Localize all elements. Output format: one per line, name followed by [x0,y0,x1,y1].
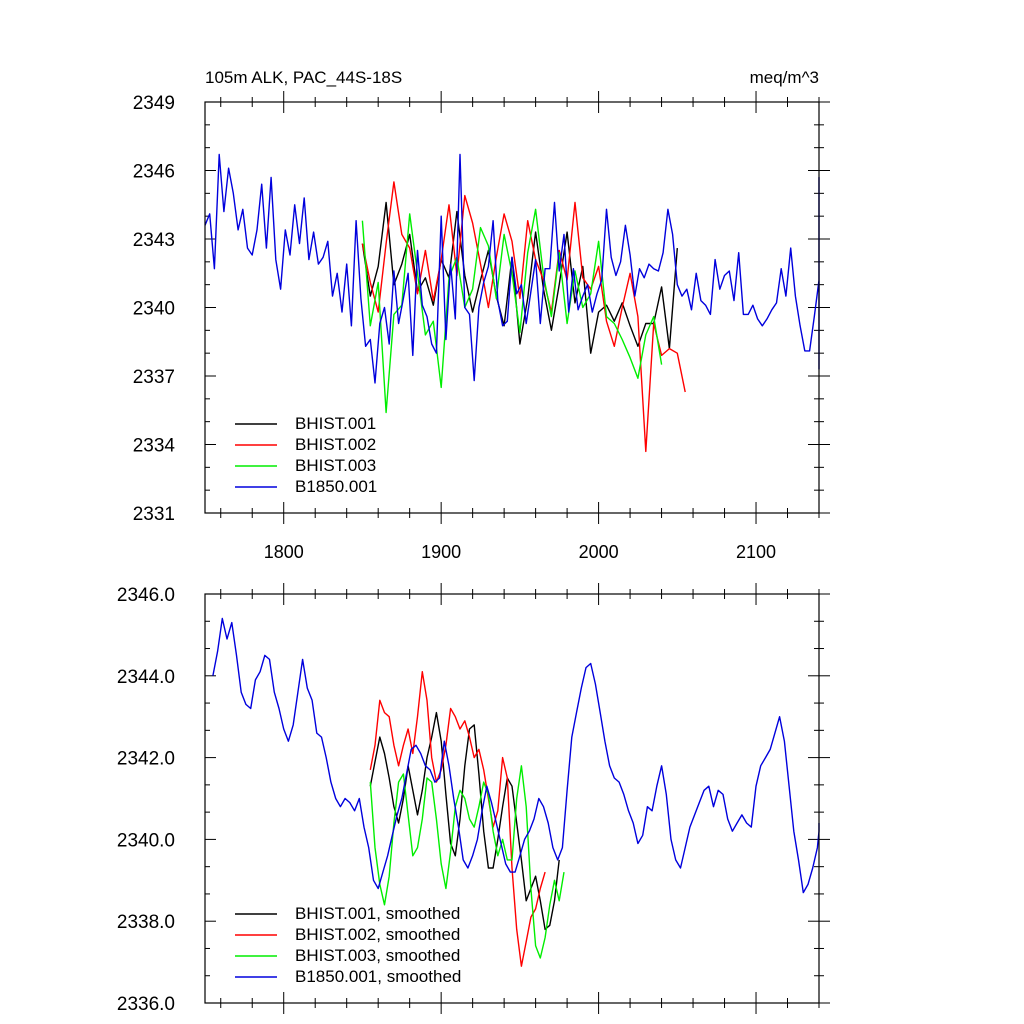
series-group-bottom [212,617,820,967]
x-tick-label: 1900 [421,542,461,562]
legend-label: BHIST.001, smoothed [295,904,460,923]
x-tick-label: 2100 [736,542,776,562]
legend-label: BHIST.001 [295,414,376,433]
panel-bottom: 2336.0 2338.0 2340.0 2342.0 2344.0 2346.0 BHI… [117,583,830,1015]
series-line-bhist-002-smoothed [369,671,546,967]
legend-label: B1850.001 [295,477,377,496]
x-tick-label: 1800 [264,542,304,562]
y-tick-label: 2346 [133,162,175,183]
series-line-b1850-001-smoothed [212,617,820,894]
series-line-bhist-001-smoothed [369,711,560,931]
y-tick-label: 2343 [133,230,175,251]
plot-frame-bottom [204,593,820,1004]
y-tick-label: 2340 [133,299,175,320]
y-tick-label: 2331 [133,504,175,525]
y-tick-label: 2336.0 [117,994,175,1015]
y-tick-label: 2334 [133,436,176,457]
panel-top: 105m ALK, PAC_44S-18S meq/m^3 1800 1900 20… [133,68,830,562]
y-tick-label: 2349 [133,93,175,114]
legend-top: BHIST.001 BHIST.002 BHIST.003 B1850.001 [235,414,377,496]
legend-bottom: BHIST.001, smoothed BHIST.002, smoothed BH… [235,904,461,986]
y-tick-label: 2346.0 [117,585,175,606]
legend-label: BHIST.003, smoothed [295,946,460,965]
legend-label: BHIST.003 [295,456,376,475]
legend-label: B1850.001, smoothed [295,967,461,986]
series-line-bhist-003 [361,208,663,414]
axes-bottom: 2336.0 2338.0 2340.0 2342.0 2344.0 2346.0 [117,583,830,1015]
y-tick-label: 2338.0 [117,912,175,933]
series-line-bhist-001 [361,201,678,354]
units-label: meq/m^3 [750,68,819,87]
series-line-bhist-003-smoothed [369,765,565,959]
y-tick-label: 2340.0 [117,830,175,851]
chart-title: 105m ALK, PAC_44S-18S [205,68,402,87]
y-tick-label: 2337 [133,367,175,388]
legend-label: BHIST.002 [295,435,376,454]
x-tick-label: 2000 [579,542,619,562]
plot-frame-top [204,101,820,514]
y-tick-label: 2342.0 [117,749,175,770]
legend-label: BHIST.002, smoothed [295,925,460,944]
y-tick-label: 2344.0 [117,667,175,688]
